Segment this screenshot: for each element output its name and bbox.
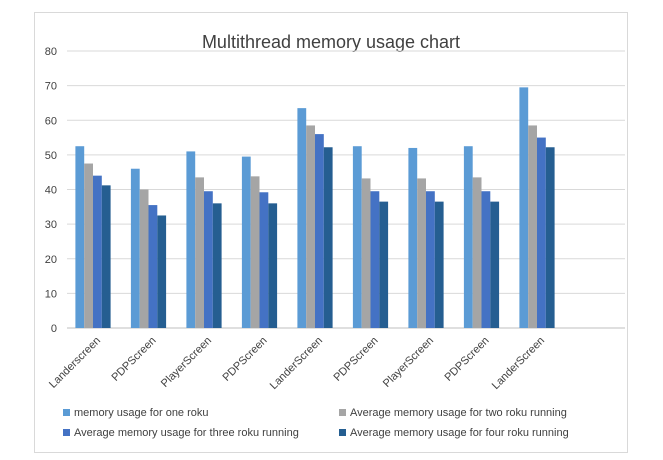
bar <box>545 147 555 328</box>
bar <box>148 205 158 328</box>
bar <box>472 177 482 328</box>
y-tick-label: 30 <box>45 219 57 231</box>
x-tick-label: PlayerScreen <box>159 335 214 390</box>
x-tick-label: PDPScreen <box>109 335 158 384</box>
bar <box>306 125 315 328</box>
bar <box>315 134 324 328</box>
bar <box>537 137 546 328</box>
bar <box>93 175 102 328</box>
legend-label: memory usage for one roku <box>74 407 209 419</box>
bar <box>434 201 444 328</box>
bar <box>250 176 260 328</box>
legend: memory usage for one roku Average memory … <box>63 407 569 439</box>
bar <box>204 191 213 328</box>
bar <box>352 146 362 328</box>
bars <box>75 87 555 328</box>
y-axis: 0 10 20 30 40 50 60 70 80 <box>45 46 57 335</box>
bar <box>268 203 278 328</box>
y-tick-label: 60 <box>45 115 57 127</box>
bar <box>408 147 418 328</box>
bar <box>379 201 389 328</box>
bar <box>370 191 380 328</box>
legend-swatch <box>63 409 70 416</box>
x-tick-label: PDPScreen <box>220 335 269 384</box>
y-tick-label: 50 <box>45 150 57 162</box>
x-tick-label: LanderScreen <box>268 335 325 392</box>
bar <box>417 178 426 328</box>
bar <box>259 192 269 328</box>
x-tick-label: PDPScreen <box>442 335 491 384</box>
y-tick-label: 80 <box>45 46 57 58</box>
chart-title: Multithread memory usage chart <box>202 32 460 52</box>
bar <box>75 146 85 328</box>
y-tick-label: 40 <box>45 185 57 197</box>
legend-swatch <box>339 429 346 436</box>
y-tick-label: 10 <box>45 288 57 300</box>
bar <box>212 203 222 328</box>
y-tick-label: 70 <box>45 81 57 93</box>
bar <box>101 185 111 328</box>
bar <box>130 168 140 328</box>
x-tick-label: PDPScreen <box>331 335 380 384</box>
bar <box>157 215 167 328</box>
legend-label: Average memory usage for three roku runn… <box>74 427 299 439</box>
legend-label: Average memory usage for two roku runnin… <box>350 407 567 419</box>
bar <box>297 108 307 328</box>
bar <box>463 146 473 328</box>
bar <box>84 163 93 328</box>
y-tick-label: 0 <box>51 323 57 335</box>
legend-swatch <box>339 409 346 416</box>
x-tick-label: LanderScreen <box>490 335 547 392</box>
bar <box>186 151 196 328</box>
bar <box>241 156 251 328</box>
legend-swatch <box>63 429 70 436</box>
x-axis: Landerscreen PDPScreen PlayerScreen PDPScre… <box>47 335 547 392</box>
bar <box>195 177 204 328</box>
x-tick-label: Landerscreen <box>47 335 103 391</box>
bar <box>323 147 333 328</box>
x-tick-label: PlayerScreen <box>381 335 436 390</box>
bar <box>519 87 529 328</box>
bar <box>361 178 371 328</box>
bar <box>481 191 491 328</box>
legend-label: Average memory usage for four roku runni… <box>350 427 569 439</box>
bar <box>528 125 537 328</box>
bar <box>139 189 149 328</box>
bar <box>426 191 435 328</box>
bar <box>490 201 500 328</box>
y-tick-label: 20 <box>45 254 57 266</box>
